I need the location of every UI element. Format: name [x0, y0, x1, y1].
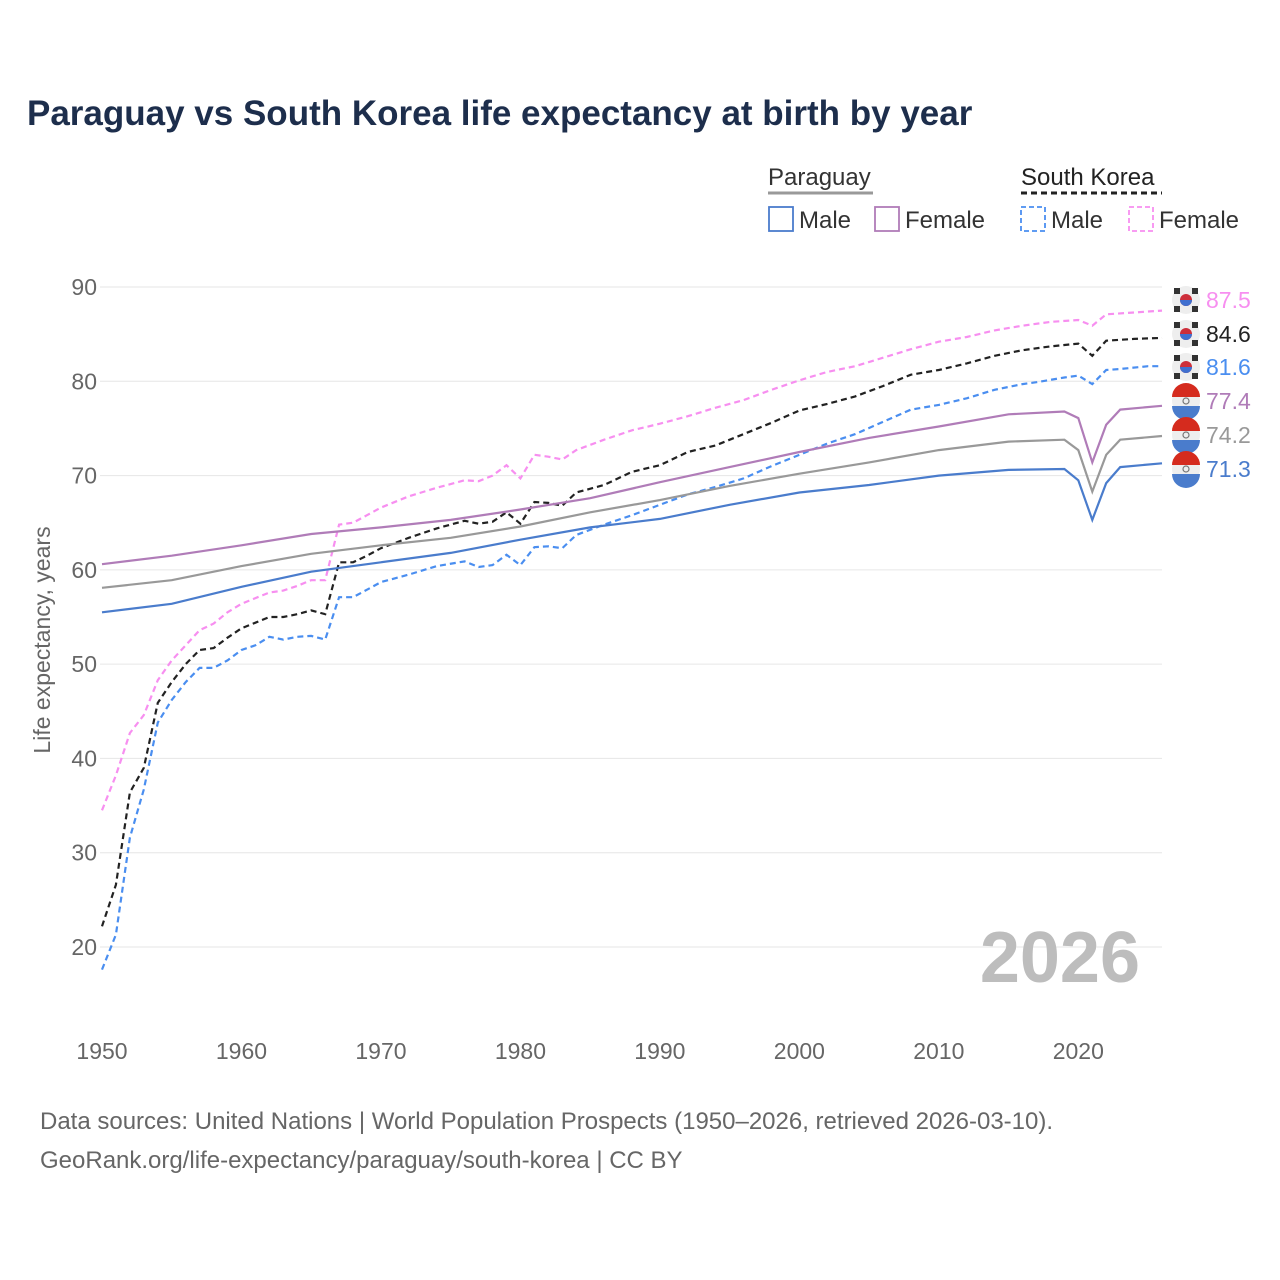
- y-tick-label: 20: [71, 934, 97, 960]
- flag-trigram: [1174, 340, 1180, 346]
- flag-trigram: [1174, 373, 1180, 379]
- flag-trigram: [1174, 355, 1180, 361]
- series-line-paraguay: [101, 434, 1163, 589]
- flag-stripe: [1172, 474, 1200, 488]
- legend-swatch-south-korea-female: [1128, 206, 1154, 232]
- flag-emblem: [1182, 431, 1190, 439]
- series-line-south-korea: [100, 336, 1163, 927]
- x-tick-label: 2010: [913, 1038, 964, 1064]
- legend-label-south-korea-male: Male: [1051, 207, 1103, 234]
- y-tick-label: 30: [71, 840, 97, 866]
- flag-trigram: [1174, 306, 1180, 312]
- legend-group-south-korea: South Korea: [1021, 164, 1155, 191]
- y-tick-label: 60: [71, 557, 97, 583]
- legend-group-paraguay: Paraguay: [768, 164, 871, 191]
- x-tick-label: 1970: [355, 1038, 406, 1064]
- end-value-label: 74.2: [1206, 422, 1251, 448]
- x-tick-label: 1950: [76, 1038, 127, 1064]
- x-tick-label: 1960: [216, 1038, 267, 1064]
- legend-label-paraguay-female: Female: [905, 207, 985, 234]
- x-tick-label: 2000: [774, 1038, 825, 1064]
- series-line-paraguay-female: [101, 404, 1163, 566]
- end-value-label: 71.3: [1206, 456, 1251, 482]
- flag-stripe: [1172, 440, 1200, 454]
- source-link[interactable]: GeoRank.org/life-expectancy/paraguay/sou…: [40, 1147, 683, 1174]
- legend-label-south-korea-female: Female: [1159, 207, 1239, 234]
- y-tick-label: 40: [71, 745, 97, 771]
- flag-trigram: [1174, 288, 1180, 294]
- flag-stripe: [1172, 451, 1200, 465]
- flag-stripe: [1172, 417, 1200, 431]
- legend-swatch-paraguay-male: [768, 206, 794, 232]
- legend-swatch-south-korea-male: [1020, 206, 1046, 232]
- series-line-south-korea-female: [100, 309, 1163, 811]
- flag-trigram: [1192, 340, 1198, 346]
- end-value-label: 87.5: [1206, 287, 1251, 313]
- legend-label-paraguay-male: Male: [799, 207, 851, 234]
- flag-taegeuk: [1180, 334, 1192, 340]
- y-tick-label: 50: [71, 651, 97, 677]
- flag-trigram: [1192, 322, 1198, 328]
- x-tick-label: 2020: [1053, 1038, 1104, 1064]
- flag-trigram: [1174, 322, 1180, 328]
- source-text: Data sources: United Nations | World Pop…: [40, 1108, 1054, 1135]
- y-tick-label: 70: [71, 463, 97, 489]
- end-value-label: 84.6: [1206, 321, 1251, 347]
- year-watermark: 2026: [980, 918, 1140, 998]
- flag-trigram: [1192, 373, 1198, 379]
- flag-emblem: [1182, 465, 1190, 473]
- series-line-paraguay-male: [101, 462, 1163, 614]
- flag-emblem: [1182, 397, 1190, 405]
- legend-swatch-paraguay-female: [874, 206, 900, 232]
- flag-stripe: [1172, 383, 1200, 397]
- x-tick-label: 1990: [634, 1038, 685, 1064]
- chart-title: Paraguay vs South Korea life expectancy …: [27, 94, 973, 133]
- end-value-label: 77.4: [1206, 388, 1251, 414]
- y-tick-label: 80: [71, 368, 97, 394]
- end-value-label: 81.6: [1206, 354, 1251, 380]
- flag-trigram: [1192, 355, 1198, 361]
- flag-trigram: [1192, 306, 1198, 312]
- y-axis-label: Life expectancy, years: [29, 526, 55, 753]
- y-tick-label: 90: [71, 274, 97, 300]
- flag-trigram: [1192, 288, 1198, 294]
- flag-stripe: [1172, 406, 1200, 420]
- flag-taegeuk: [1180, 300, 1192, 306]
- x-tick-label: 1980: [495, 1038, 546, 1064]
- series-line-south-korea-male: [100, 365, 1162, 971]
- flag-taegeuk: [1180, 367, 1192, 373]
